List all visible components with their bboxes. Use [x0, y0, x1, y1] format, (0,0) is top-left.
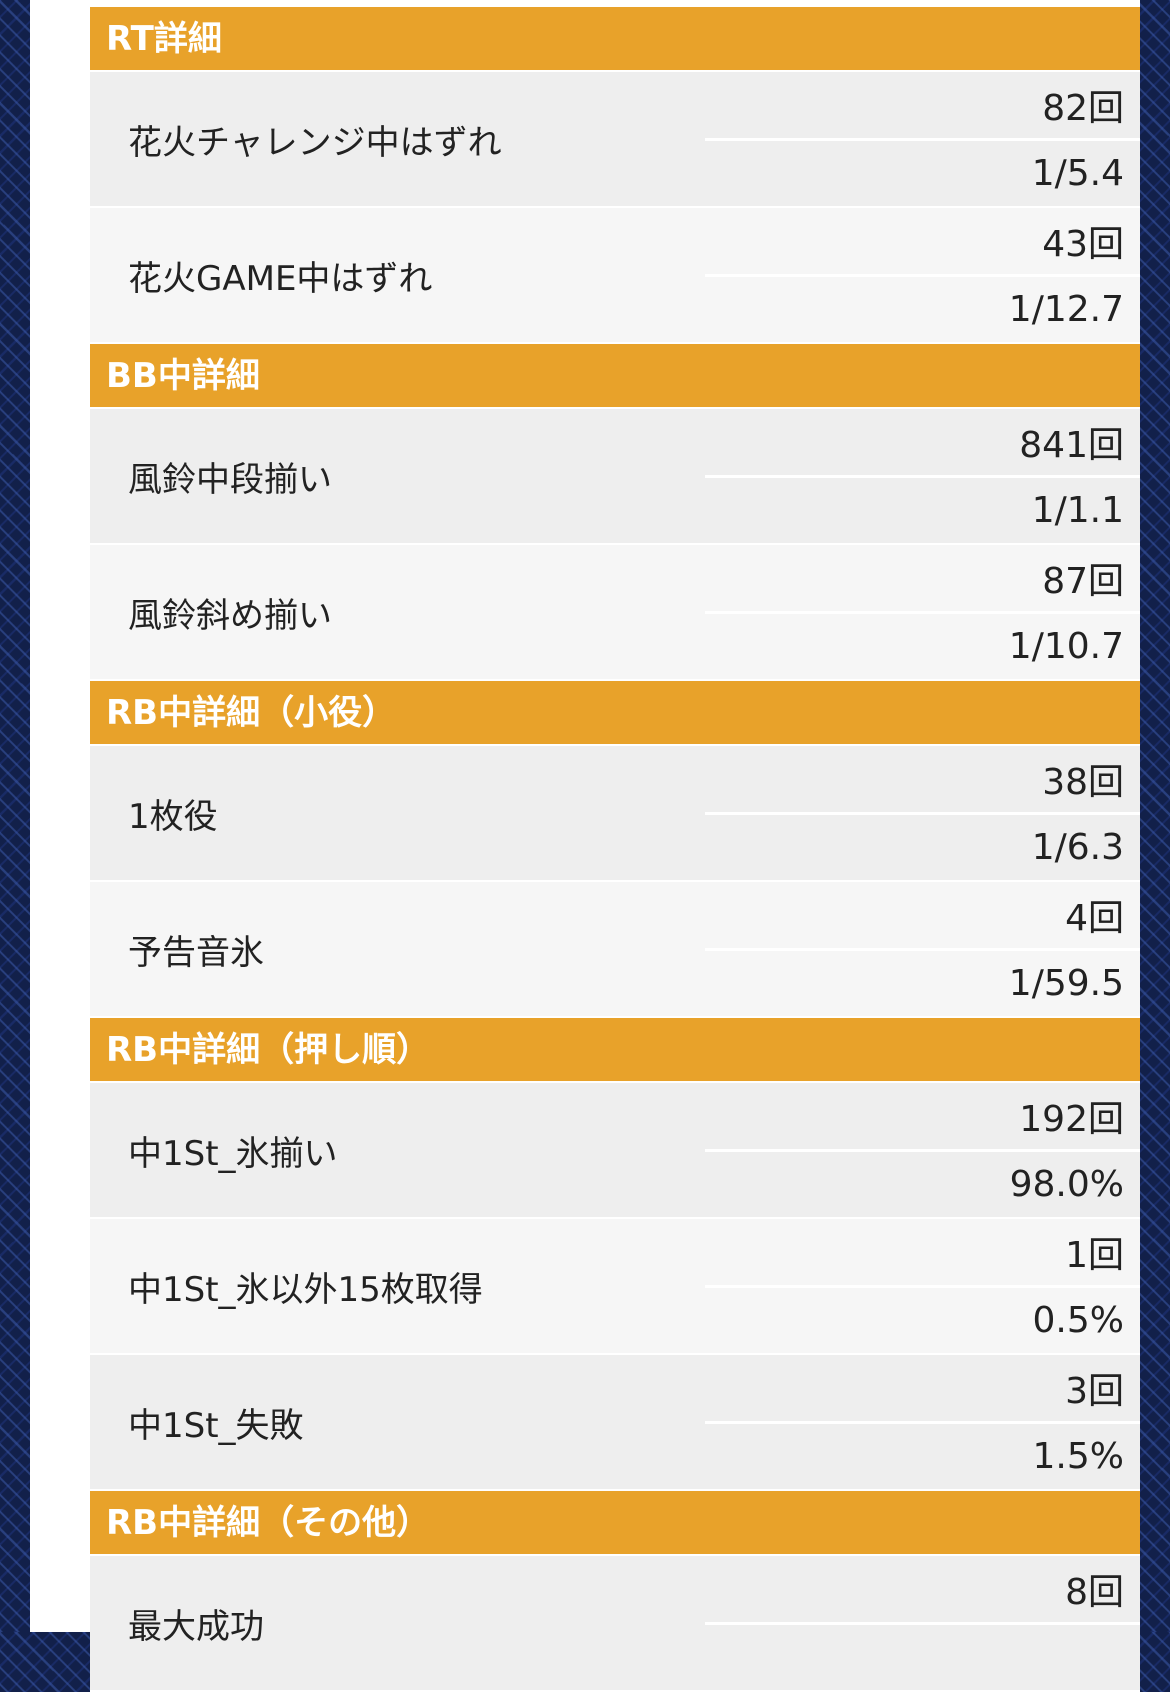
section-header-rb-koyaku: RB中詳細（小役）: [90, 681, 1140, 746]
content-panel: RT詳細 花火チャレンジ中はずれ 82回 1/5.4 花火GAME中はずれ 43…: [30, 0, 1140, 1692]
row-values: 1回 0.5%: [705, 1219, 1140, 1353]
row-values: 8回: [705, 1556, 1140, 1690]
count-value: 8回: [705, 1556, 1140, 1625]
rate-value: 1/12.7: [1008, 288, 1124, 330]
table-row: 風鈴斜め揃い 87回 1/10.7: [90, 545, 1140, 681]
table-row: 花火チャレンジ中はずれ 82回 1/5.4: [90, 72, 1140, 208]
rate-value: 98.0%: [1009, 1163, 1124, 1205]
row-values: 192回 98.0%: [705, 1083, 1140, 1217]
rate-value: [705, 1625, 1140, 1691]
rate-value: 1/10.7: [1008, 625, 1124, 667]
row-values: 3回 1.5%: [705, 1355, 1140, 1489]
row-values: 841回 1/1.1: [705, 409, 1140, 543]
row-label: 花火チャレンジ中はずれ: [128, 122, 502, 163]
count-value: 87回: [705, 545, 1140, 614]
section-header-rb-other: RB中詳細（その他）: [90, 1491, 1140, 1556]
stats-table: RT詳細 花火チャレンジ中はずれ 82回 1/5.4 花火GAME中はずれ 43…: [90, 7, 1140, 1692]
table-row: 予告音氷 4回 1/59.5: [90, 882, 1140, 1018]
section-header-bb: BB中詳細: [90, 344, 1140, 409]
row-label: 中1St_氷揃い: [128, 1133, 338, 1174]
rate-value: 0.5%: [1032, 1299, 1124, 1341]
row-label: 花火GAME中はずれ: [128, 258, 433, 299]
row-label: 風鈴中段揃い: [128, 459, 332, 500]
row-values: 82回 1/5.4: [705, 72, 1140, 206]
row-values: 87回 1/10.7: [705, 545, 1140, 679]
table-row: 中1St_氷揃い 192回 98.0%: [90, 1083, 1140, 1219]
count-value: 38回: [705, 746, 1140, 815]
row-values: 38回 1/6.3: [705, 746, 1140, 880]
rate-value: 1/59.5: [1008, 962, 1124, 1004]
row-label: 最大成功: [128, 1606, 264, 1647]
count-value: 43回: [705, 208, 1140, 277]
row-label: 中1St_氷以外15枚取得: [128, 1269, 483, 1310]
row-values: 43回 1/12.7: [705, 208, 1140, 342]
rate-value: 1.5%: [1032, 1435, 1124, 1477]
count-value: 192回: [705, 1083, 1140, 1152]
section-header-rt: RT詳細: [90, 7, 1140, 72]
section-header-rb-oshijun: RB中詳細（押し順）: [90, 1018, 1140, 1083]
rate-value: 1/5.4: [1031, 152, 1124, 194]
rate-value: 1/6.3: [1031, 826, 1124, 868]
table-row: 花火GAME中はずれ 43回 1/12.7: [90, 208, 1140, 344]
count-value: 841回: [705, 409, 1140, 478]
table-row: 風鈴中段揃い 841回 1/1.1: [90, 409, 1140, 545]
count-value: 3回: [705, 1355, 1140, 1424]
count-value: 1回: [705, 1219, 1140, 1288]
row-label: 予告音氷: [128, 932, 264, 973]
count-value: 82回: [705, 72, 1140, 141]
rate-value: 1/1.1: [1031, 489, 1124, 531]
table-row: 中1St_氷以外15枚取得 1回 0.5%: [90, 1219, 1140, 1355]
table-row: 最大成功 8回: [90, 1556, 1140, 1692]
table-row: 1枚役 38回 1/6.3: [90, 746, 1140, 882]
table-row: 中1St_失敗 3回 1.5%: [90, 1355, 1140, 1491]
row-label: 中1St_失敗: [128, 1405, 304, 1446]
count-value: 4回: [705, 882, 1140, 951]
row-label: 風鈴斜め揃い: [128, 595, 332, 636]
row-label: 1枚役: [128, 796, 218, 837]
row-values: 4回 1/59.5: [705, 882, 1140, 1016]
